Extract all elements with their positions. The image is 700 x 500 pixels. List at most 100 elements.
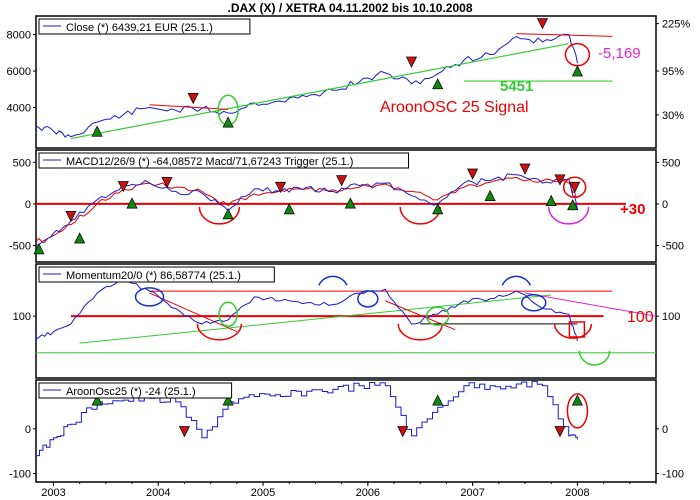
macd-tick-label-left: 500 [13,157,31,169]
macd-up-marker [545,194,557,206]
price-up-marker [222,116,234,128]
price-up-marker [571,65,583,77]
panel-frame-2 [35,149,657,263]
macd-tick-label-right: 500 [662,157,680,169]
price-tick-label-left: 8000 [7,30,31,42]
macd-arc [547,206,590,225]
support-annotation: 5451 [500,78,533,95]
macd-down-marker [117,181,129,193]
macd-tick-label-left: -500 [9,241,31,253]
aroon-legend-box [38,382,233,399]
price-up-marker [91,125,103,137]
price-series-line [35,33,578,138]
momentum-blue-ellipse [134,287,165,307]
x-tick-label: 2007 [460,487,484,499]
aroon-legend: AroonOsc25 (*) -24 (25.1.) [66,386,196,398]
momentum-red-arc [553,323,593,339]
macd-tick-label-right: -500 [662,241,684,253]
aroon-down-marker [397,426,409,438]
aroon-circle-red [566,393,589,429]
momentum-green-circle [218,301,238,328]
macd-up-marker [33,243,45,255]
price-down-marker [187,93,199,105]
macd-down-marker [519,163,531,175]
aroon-up-marker [571,394,583,406]
macd-tick-label-left: 0 [25,199,31,211]
macd-down-marker [161,176,173,189]
aroon-tick-label-left: 0 [25,424,31,436]
macd-up-marker [432,203,444,215]
price-tick-label-left: 4000 [7,103,31,115]
chart-title: .DAX (X) / XETRA 04.11.2002 bis 10.10.20… [227,1,472,15]
aroon-down-marker [554,426,566,438]
macd-series-line [35,173,578,246]
aroon-series-line [36,380,578,457]
momentum-red-arc [397,323,443,341]
price-tick-label-right: 225% [662,19,690,31]
aroon-tick-label-left: -100 [9,469,31,481]
macd-legend: MACD12/26/9 (*) -64,08572 Macd/71,67243 … [66,156,353,168]
macd-down-marker [65,211,77,223]
price-down-marker [405,56,418,68]
momentum-magenta-line [524,292,657,317]
momentum-trend-line [79,294,552,344]
aroon-up-marker [222,394,234,406]
x-tick-label: 2003 [41,487,65,499]
macd-up-marker [283,203,295,215]
momentum-green-arc [578,350,611,366]
macd-down-marker [467,168,479,180]
macd-up-marker [567,198,579,211]
momentum-down-line [149,292,238,333]
momentum-tick-label-right: 100 [662,311,680,323]
price-down-marker [536,18,549,30]
x-tick-label: 2006 [356,487,380,499]
x-tick-label: 2004 [146,487,170,499]
macd-tick-label-right: 0 [662,199,668,211]
price-change-annotation: -5,169 [598,45,641,62]
price-resistance-line [516,33,613,37]
momentum-blue-ellipse [357,290,379,308]
aroon-up-marker [432,394,444,406]
momentum-blue-arc [318,275,348,286]
macd-legend-box [38,152,409,169]
macd-up-marker [126,197,138,209]
macd-up-marker [74,232,86,244]
price-up-marker [432,78,444,90]
signal-annotation: AroonOSC 25 Signal [380,99,529,116]
price-legend: Close (*) 6439,21 EUR (25.1.) [66,22,213,34]
aroon-tick-label-right: -100 [662,469,684,481]
macd-down-marker [336,175,348,187]
x-tick-label: 2008 [565,487,589,499]
macd-down-marker [554,174,566,186]
macd-up-marker [222,208,234,220]
price-tick-label-right: 95% [662,66,684,78]
macd-trigger-line [35,176,578,243]
momentum-blue-ellipse [520,293,547,312]
momentum-level-annotation: 100 [627,309,654,326]
price-tick-label-right: 30% [662,110,684,122]
macd-circle-red [562,176,587,199]
panel-frame-1 [35,15,657,149]
macd-up-marker [484,189,496,201]
momentum-series-line [35,279,578,342]
momentum-blue-arc [501,275,531,286]
momentum-red-square [568,321,586,338]
macd-up-marker [344,197,356,209]
aroon-tick-label-right: 0 [662,424,668,436]
aroon-down-marker [178,426,191,438]
price-trend-line [70,43,569,140]
x-tick-label: 2005 [251,487,275,499]
momentum-green-circle [425,306,450,326]
macd-level-annotation: +30 [620,201,645,218]
price-tick-label-left: 6000 [7,66,31,78]
momentum-legend: Momentum20/0 (*) 86,58774 (25.1.) [66,270,241,282]
macd-down-marker [274,181,287,194]
macd-down-marker [569,181,581,194]
macd-arc [198,206,241,225]
momentum-legend-box [38,266,275,283]
price-resistance-line-2004 [149,104,229,110]
aroon-up-marker [91,394,103,406]
price-legend-box [38,18,251,35]
momentum-red-arc [196,323,243,341]
